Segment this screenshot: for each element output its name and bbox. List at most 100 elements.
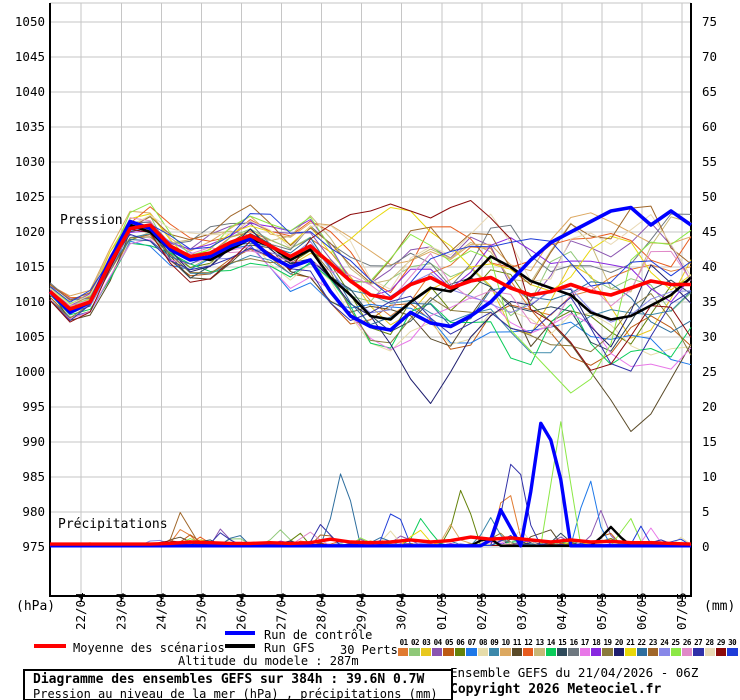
svg-text:985: 985 [22,469,45,484]
member-pressure-line [49,225,692,432]
perturbation-color-swatch [670,648,681,656]
member-pressure-line [49,210,692,297]
svg-text:980: 980 [22,504,45,519]
svg-text:30/04: 30/04 [394,592,409,630]
perturbation-number: 10 [501,638,511,647]
perturbation-number: 19 [603,638,613,647]
perturbation-color-swatch [420,648,432,656]
svg-text:1050: 1050 [15,14,45,29]
perturbation-number: 28 [705,638,715,647]
perturbation-color-swatch [477,648,488,656]
legend-gfs-label: Run GFS [264,641,315,655]
svg-text:75: 75 [702,14,717,29]
perturbation-number: 30 [728,638,737,647]
svg-text:1040: 1040 [15,84,45,99]
legend-mean-label: Moyenne des scénarios [73,641,225,655]
perturbation-color-swatch [625,648,636,656]
perturbation-number: 18 [592,638,601,647]
member-pressure-line [49,240,692,366]
perturbation-color-swatch [443,648,454,656]
perturbation-color-swatch [557,648,568,656]
perturbation-number: 02 [410,638,420,647]
svg-text:26/04: 26/04 [233,592,248,630]
perturbation-color-swatch [466,648,477,656]
svg-text:03/05: 03/05 [514,592,529,630]
mean-line-swatch [34,644,66,648]
svg-text:1025: 1025 [15,189,45,204]
control-pressure-line [48,205,693,332]
member-pressure-line [49,233,692,372]
perturbation-color-swatch [522,648,534,656]
svg-text:40: 40 [702,259,717,274]
perturbation-number: 15 [558,638,567,647]
perturbation-color-swatch [545,648,557,656]
perturbation-color-swatch [681,648,693,656]
perturbation-numbers: 01 02 03 04 05 06 07 08 09 10 11 12 13 14 15 16 17 18 19 20… [398,638,738,647]
svg-text:1015: 1015 [15,259,45,274]
axis-tick-labels: 9759809859909951000100510101015102010251… [15,14,717,630]
perturbation-number: 27 [694,638,703,647]
perturbation-number: 23 [648,638,658,647]
svg-text:29/04: 29/04 [354,592,369,630]
svg-text:70: 70 [702,49,717,64]
perturbation-color-swatch [727,648,738,656]
right-axis-unit: (mm) [704,599,735,614]
control-precip-line [50,421,691,548]
grid [50,2,691,596]
svg-text:1030: 1030 [15,154,45,169]
member-pressure-line [49,202,692,394]
perturbation-number: 17 [580,638,590,647]
member-pressure-line [49,213,692,306]
svg-text:50: 50 [702,189,717,204]
svg-text:02/05: 02/05 [474,592,489,630]
perturbation-number: 14 [546,638,556,647]
svg-text:07/05: 07/05 [674,592,689,630]
svg-text:1020: 1020 [15,224,45,239]
svg-text:55: 55 [702,154,717,169]
perturbation-number: 12 [524,638,533,647]
perturbation-color-swatch [511,648,522,656]
chart-canvas: 9759809859909951000100510101015102010251… [15,2,735,630]
perturbation-number: 07 [467,638,477,647]
perturbation-number: 11 [512,638,522,647]
svg-text:22/04: 22/04 [73,592,88,630]
member-pressure-line [49,200,692,371]
perturbation-color-swatch [704,648,716,656]
perturbation-color-swatch [647,648,659,656]
left-axis-unit: (hPa) [16,599,55,614]
perturbation-strip: 01 02 03 04 05 06 07 08 09 10 11 12 13 14 15 16 17 18 19 20… [398,638,738,656]
perturbation-color-swatch [613,648,625,656]
svg-text:10: 10 [702,469,717,484]
svg-text:23/04: 23/04 [113,592,128,630]
svg-text:1010: 1010 [15,294,45,309]
perturbation-number: 08 [478,638,488,647]
perturbation-number: 03 [422,638,431,647]
control-line-swatch [225,631,255,635]
svg-text:04/05: 04/05 [554,592,569,630]
perturbation-number: 21 [626,638,635,647]
perturbation-number: 04 [433,638,443,647]
svg-text:24/04: 24/04 [153,592,168,630]
perturbation-number: 13 [535,638,545,647]
perturbation-color-swatch [568,648,579,656]
perturbation-number: 09 [490,638,499,647]
svg-text:35: 35 [702,294,717,309]
perturbation-color-squares [398,648,738,656]
svg-text:5: 5 [702,504,710,519]
perturbation-color-swatch [488,648,500,656]
model-altitude-label: Altitude du modele : 287m [178,654,359,668]
member-pressure-line [49,213,692,303]
perturbation-color-swatch [398,648,409,656]
perturbation-color-swatch [659,648,670,656]
mean-precip-line [50,535,692,546]
perturbation-number: 22 [637,638,647,647]
legend-perts-label: 30 Perts. [340,643,406,657]
run-info-label: Ensemble GEFS du 21/04/2026 - 06Z [450,665,699,680]
svg-text:975: 975 [22,539,45,554]
svg-text:45: 45 [702,224,717,239]
member-precip-line [50,463,692,546]
perturbation-color-swatch [602,648,613,656]
axes [49,3,692,601]
svg-text:65: 65 [702,84,717,99]
